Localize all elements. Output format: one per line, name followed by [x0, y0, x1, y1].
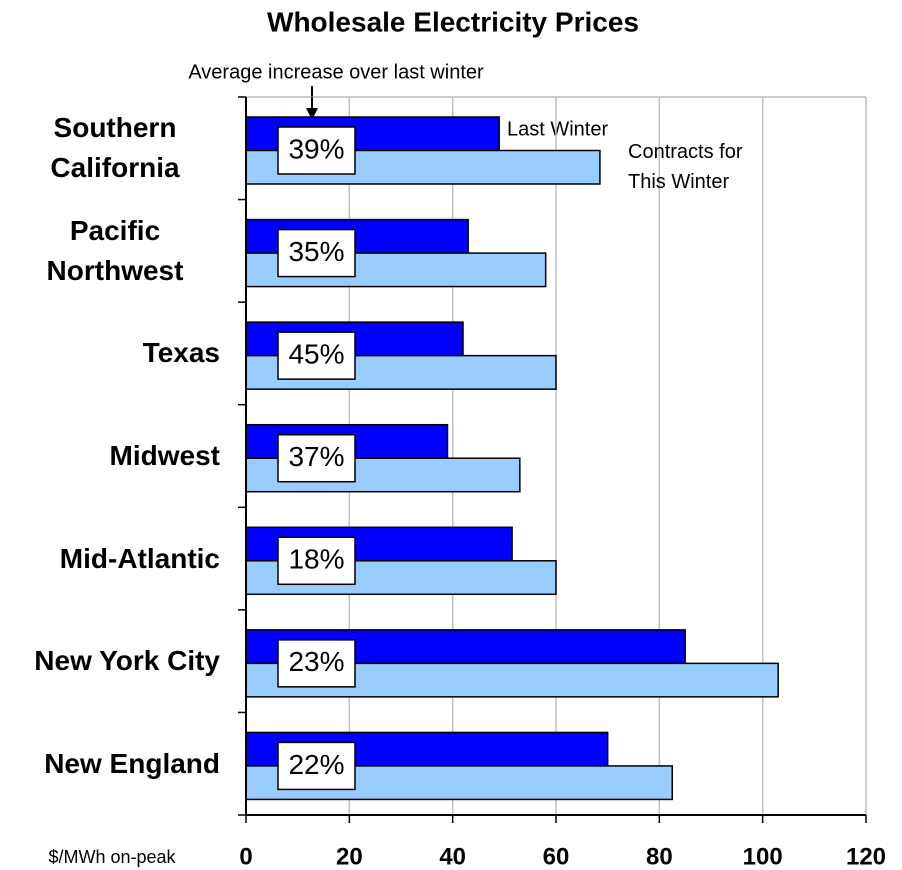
- legend-label: Contracts for This Winter: [628, 141, 743, 193]
- x-axis-label: $/MWh on-peak: [48, 847, 176, 867]
- y-tick-label: Southern California: [50, 112, 180, 184]
- x-tick-label: 20: [336, 843, 363, 870]
- increase-box: [277, 126, 356, 175]
- y-tick-label: Mid-Atlantic: [59, 542, 220, 574]
- increase-box: [277, 741, 356, 791]
- y-tick-label-box: New York City: [0, 610, 220, 713]
- y-tick-label: Midwest: [109, 439, 220, 471]
- increase-label: 18%: [288, 544, 344, 575]
- annotation-arrowhead: [306, 108, 318, 120]
- increase-label: 22%: [288, 749, 344, 780]
- increase-label: 45%: [288, 339, 344, 370]
- y-tick-label-box: Mid-Atlantic: [0, 507, 220, 610]
- increase-box: [277, 433, 356, 483]
- increase-label: 23%: [288, 646, 344, 677]
- y-tick-label-box: Midwest: [0, 405, 220, 508]
- increase-box: [277, 331, 356, 380]
- legend-label: Last Winter: [507, 118, 608, 140]
- y-tick-label-box: New England: [0, 712, 220, 815]
- annotation: Average increase over last winter: [188, 61, 484, 83]
- x-tick-label: 0: [239, 843, 252, 870]
- increase-label: 37%: [288, 441, 344, 472]
- increase-box: [277, 536, 356, 586]
- x-tick-label: 80: [646, 843, 673, 870]
- x-tick-label: 100: [743, 843, 783, 870]
- y-tick-label-box: Southern California: [0, 97, 220, 200]
- x-tick-label: 120: [846, 843, 886, 870]
- x-tick-label: 40: [439, 843, 466, 870]
- chart-title: Wholesale Electricity Prices: [267, 6, 639, 37]
- y-tick-label-box: Pacific Northwest: [0, 200, 220, 303]
- increase-box: [277, 228, 356, 278]
- y-tick-label-box: Texas: [0, 302, 220, 405]
- y-tick-label: New York City: [34, 645, 220, 677]
- increase-box: [277, 639, 356, 688]
- increase-label: 35%: [288, 236, 344, 267]
- y-tick-label: Texas: [142, 337, 220, 369]
- increase-label: 39%: [288, 133, 344, 164]
- x-tick-label: 60: [543, 843, 570, 870]
- y-tick-label: New England: [44, 747, 220, 779]
- y-tick-label: Pacific Northwest: [46, 214, 184, 286]
